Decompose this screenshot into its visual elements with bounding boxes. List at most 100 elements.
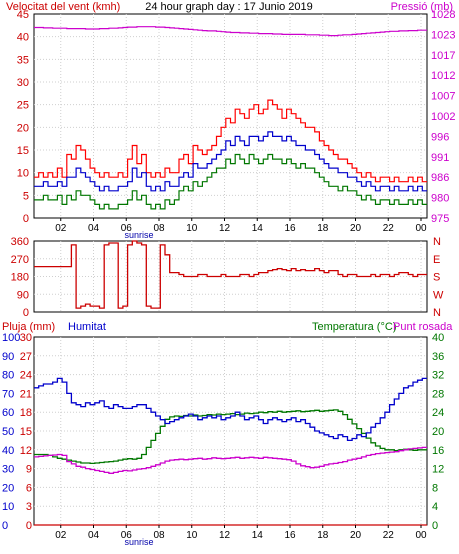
direction-degree-label: 90	[17, 289, 29, 301]
wind-x-axis: 02 04 06 08 10 12 14 16 18 20 22 00	[55, 218, 427, 234]
direction-compass-label: W	[433, 289, 444, 301]
rain-tick-label: 30	[20, 332, 32, 344]
direction-degree-label: 360	[11, 236, 29, 248]
wind-speed-axis-title: Velocitat del vent (kmh)	[6, 1, 120, 13]
humidity-tick-label: 0	[2, 520, 8, 532]
chart-title: 24 hour graph day : 17 Junio 2019	[145, 1, 313, 13]
temperature-tick-label: 20	[432, 426, 444, 438]
humidity-tick-label: 10	[2, 501, 14, 513]
direction-degree-label: 180	[11, 272, 29, 284]
pressure-tick-label: 1007	[431, 91, 455, 103]
temperature-tick-label: 16	[432, 445, 444, 457]
temperature-time-label: 16	[284, 530, 296, 541]
wind-min-line	[34, 153, 427, 210]
wind-speed-tick-label: 40	[17, 32, 29, 44]
humidity-tick-label: 40	[2, 445, 14, 457]
dewpoint-line	[34, 446, 427, 474]
temperature-time-label: 06	[121, 530, 133, 541]
rain-tick-label: 9	[26, 464, 32, 476]
wind-speed-tick-label: 5	[23, 190, 29, 202]
pressure-tick-label: 980	[431, 193, 449, 205]
temperature-time-label: 18	[317, 530, 329, 541]
wind-gridlines	[34, 14, 427, 218]
humidity-tick-label: 100	[2, 332, 20, 344]
wind-time-label: 00	[415, 223, 427, 234]
temperature-time-label: 08	[153, 530, 165, 541]
pressure-axis-title: Pressió (mb)	[391, 1, 453, 13]
rain-tick-label: 27	[20, 351, 32, 363]
wind-time-label: 22	[383, 223, 395, 234]
temperature-humidity-panel: Pluja (mm) Humitat Temperatura (°C) Punt…	[2, 321, 453, 547]
wind-series	[34, 26, 427, 210]
wind-time-label: 20	[350, 223, 362, 234]
pressure-tick-label: 986	[431, 172, 449, 184]
temperature-tick-label: 12	[432, 464, 444, 476]
temperature-gridlines	[34, 337, 427, 525]
temperature-tick-label: 36	[432, 351, 444, 363]
rain-tick-label: 18	[20, 407, 32, 419]
rain-axis: 0 3 6 9 12 15 18 21 24 27 30	[20, 332, 32, 532]
direction-series	[34, 240, 427, 309]
temperature-tick-label: 0	[432, 520, 438, 532]
temperature-tick-label: 32	[432, 370, 444, 382]
wind-speed-tick-label: 15	[17, 145, 29, 157]
humidity-tick-label: 80	[2, 370, 14, 382]
humidity-axis-title: Humitat	[68, 321, 106, 333]
temperature-tick-label: 28	[432, 388, 444, 400]
wind-speed-tick-label: 25	[17, 100, 29, 112]
wind-speed-tick-label: 30	[17, 77, 29, 89]
temperature-tick-label: 4	[432, 501, 438, 513]
wind-time-label: 14	[252, 223, 264, 234]
wind-plot-area	[33, 13, 428, 219]
wind-speed-axis: 0 5 10 15 20 25 30 35 40 45	[17, 9, 29, 225]
rain-tick-label: 3	[26, 501, 32, 513]
temperature-tick-label: 24	[432, 407, 444, 419]
wind-time-label: 12	[219, 223, 231, 234]
wind-speed-tick-label: 35	[17, 54, 29, 66]
rain-tick-label: 21	[20, 388, 32, 400]
temperature-plot-area	[33, 336, 428, 526]
rain-tick-label: 15	[20, 426, 32, 438]
humidity-tick-label: 60	[2, 407, 14, 419]
direction-compass-label: N	[433, 236, 441, 248]
humidity-line	[34, 377, 427, 442]
humidity-axis: 0 10 20 30 40 50 60 70 80 90 100	[2, 332, 20, 532]
wind-speed-tick-label: 0	[23, 213, 29, 225]
pressure-tick-label: 1002	[431, 111, 455, 123]
wind-speed-tick-label: 45	[17, 9, 29, 21]
temperature-line	[34, 409, 427, 465]
direction-compass-label: E	[433, 254, 440, 266]
pressure-tick-label: 1012	[431, 70, 455, 82]
humidity-tick-label: 30	[2, 464, 14, 476]
temperature-time-label: 12	[219, 530, 231, 541]
direction-degree-label: 0	[23, 307, 29, 319]
rain-tick-label: 0	[26, 520, 32, 532]
humidity-tick-label: 70	[2, 388, 14, 400]
pressure-line	[34, 26, 427, 37]
rain-axis-title: Pluja (mm)	[2, 321, 55, 333]
humidity-tick-label: 20	[2, 482, 14, 494]
temperature-tick-label: 8	[432, 482, 438, 494]
sunrise-marker-label: sunrise	[124, 230, 153, 240]
temperature-time-label: 04	[88, 530, 100, 541]
temperature-time-label: 02	[55, 530, 67, 541]
pressure-tick-label: 996	[431, 131, 449, 143]
temperature-series	[34, 377, 427, 526]
direction-degree-label: 270	[11, 254, 29, 266]
temperature-axis: 0 4 8 12 16 20 24 28 32 36 40	[432, 332, 444, 532]
temperature-time-label: 00	[415, 530, 427, 541]
temperature-tick-label: 40	[432, 332, 444, 344]
direction-compass-label: N	[433, 307, 441, 319]
pressure-tick-label: 1028	[431, 9, 455, 21]
wind-speed-tick-label: 20	[17, 122, 29, 134]
wind-time-label: 16	[284, 223, 296, 234]
wind-speed-tick-label: 10	[17, 168, 29, 180]
temperature-time-label: 20	[350, 530, 362, 541]
pressure-tick-label: 1023	[431, 29, 455, 41]
wind-time-label: 02	[55, 223, 67, 234]
sunrise-marker-label-bottom: sunrise	[124, 537, 153, 547]
rain-tick-label: 12	[20, 445, 32, 457]
